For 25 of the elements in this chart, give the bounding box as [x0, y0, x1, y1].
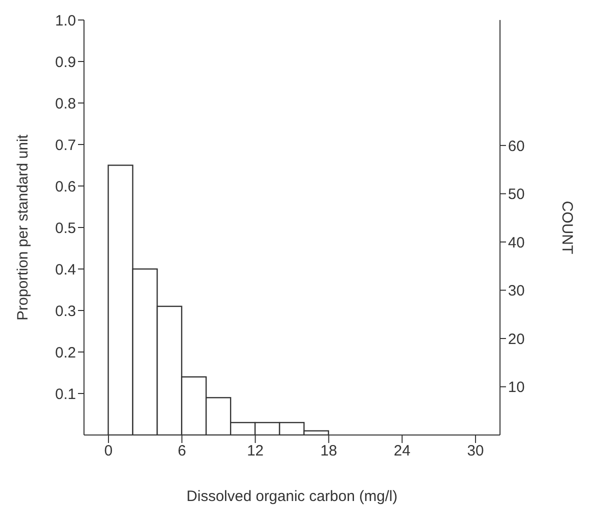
x-tick-label: 12	[246, 442, 264, 460]
y-axis-title: Proportion per standard unit	[14, 134, 32, 320]
x-tick-label: 6	[178, 442, 186, 460]
y2-axis-title: COUNT	[558, 200, 576, 254]
y-tick-label: 0.8	[55, 95, 76, 112]
y-tick-label: 0.3	[55, 302, 76, 320]
x-tick-label: 24	[394, 442, 410, 460]
y-tick-label: 0.7	[55, 136, 76, 154]
y-tick-label: 0.9	[55, 54, 76, 71]
y-tick-label: 1.0	[55, 12, 76, 30]
x-tick-label: 30	[467, 442, 484, 460]
x-tick-label: 0	[104, 442, 113, 460]
x-axis-title: Dissolved organic carbon (mg/l)	[186, 488, 398, 505]
y-tick-label: 0.5	[55, 220, 76, 237]
y2-tick-label: 60	[508, 138, 525, 155]
y2-tick-label: 40	[508, 234, 525, 252]
y-tick-label: 0.1	[55, 386, 76, 403]
y2-tick-label: 50	[508, 186, 525, 204]
y2-tick-label: 10	[508, 379, 525, 396]
y-tick-label: 0.2	[55, 344, 76, 362]
y-tick-label: 0.6	[55, 178, 76, 196]
y-tick-label: 0.4	[55, 261, 76, 278]
y2-tick-label: 30	[508, 282, 525, 300]
y2-tick-label: 20	[508, 330, 525, 348]
x-tick-label: 18	[320, 442, 338, 460]
